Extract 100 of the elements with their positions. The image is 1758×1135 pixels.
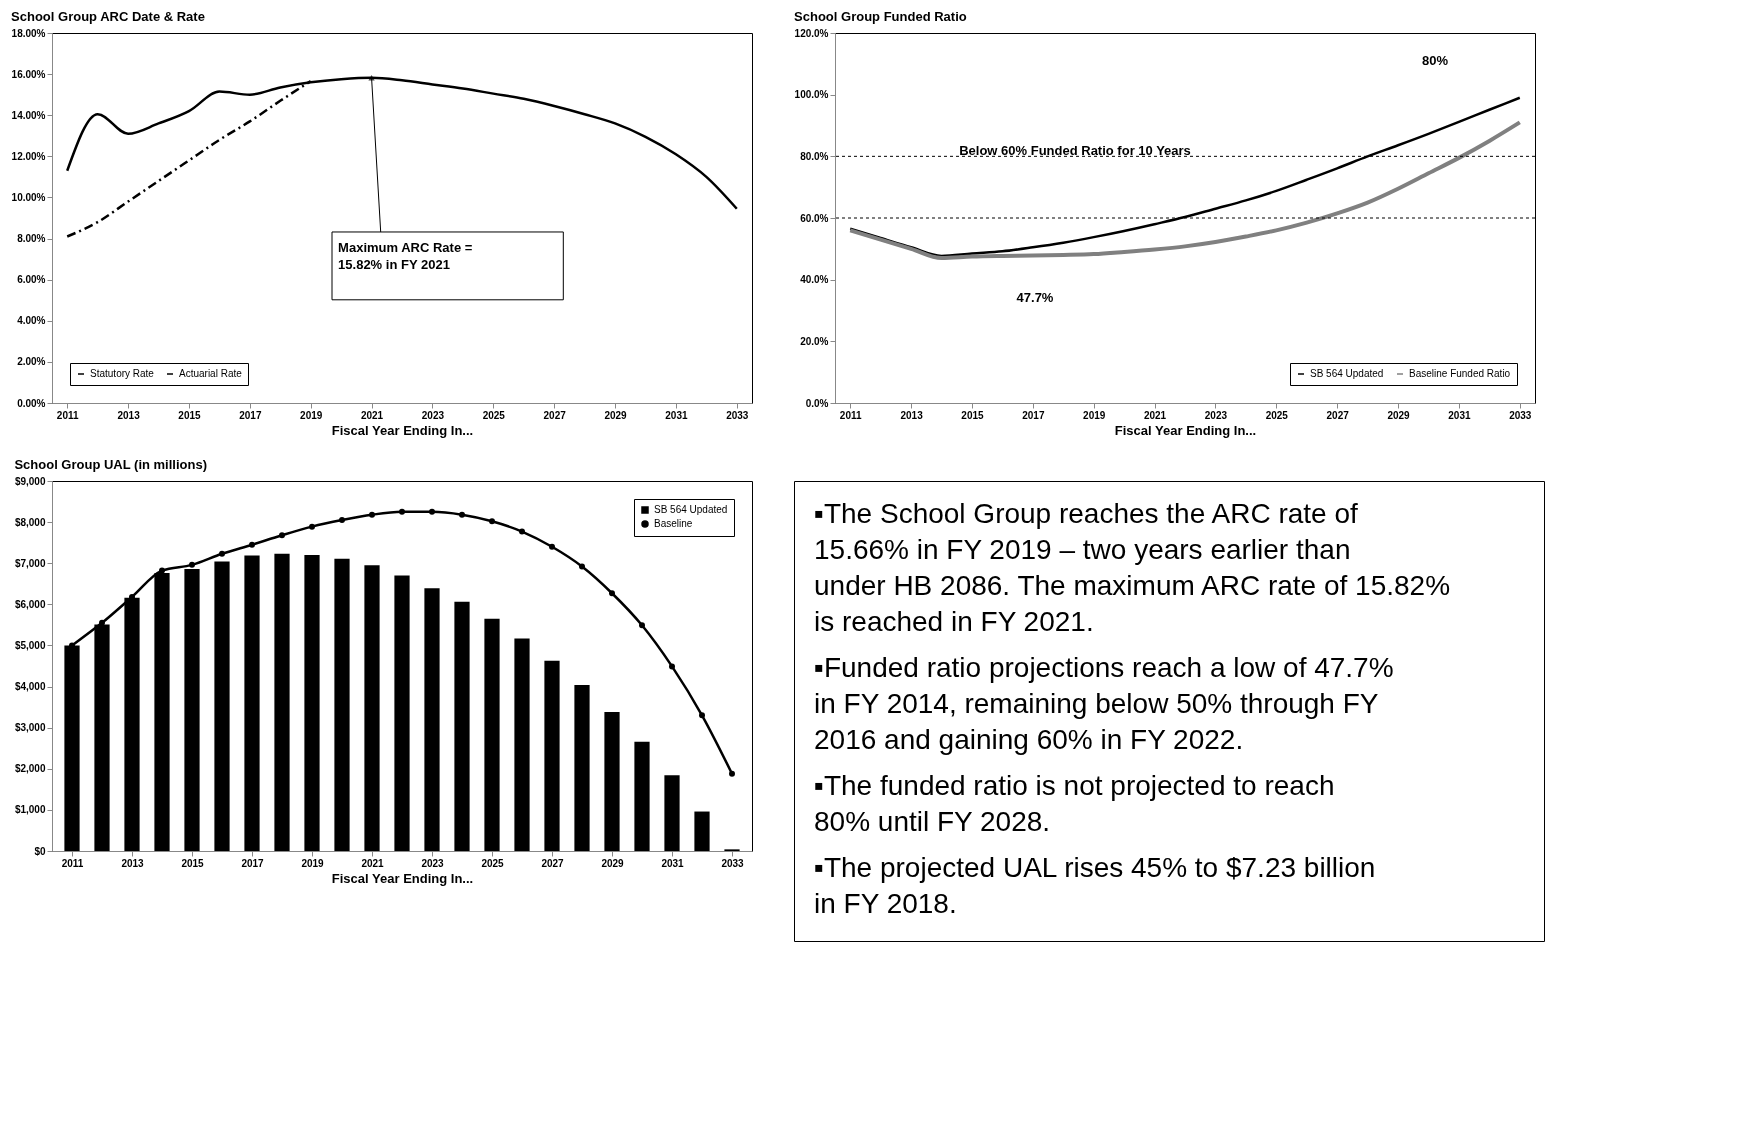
y-tick-label: 0.00% xyxy=(17,397,46,409)
legend-label: SB 564 Updated xyxy=(654,504,728,515)
point xyxy=(339,517,345,524)
bar xyxy=(454,601,470,851)
bar xyxy=(634,741,650,851)
x-tick-label: 2027 xyxy=(1326,409,1350,421)
bar xyxy=(544,660,560,851)
text: ▪The School Group reaches the ARC rate of 15.66% in FY 2019 – two years earlier than under HB 2086. The maximum ARC rate of 15.82% is reached in FY 2021. xyxy=(814,498,1451,637)
y-tick-label: 60.0% xyxy=(800,212,829,224)
legend-label: Baseline Funded Ratio xyxy=(1409,368,1511,379)
x-tick-label: 2011 xyxy=(839,409,862,421)
x-tick-label: 2013 xyxy=(117,409,141,421)
text: ▪Funded ratio projections reach a low of 47.7% in FY 2014, remaining below 50% through FY 2016 and gaining 60% in FY 2022. xyxy=(814,652,1394,755)
y-tick-label: $3,000 xyxy=(14,722,46,734)
chart-title: School Group ARC Date & Rate xyxy=(11,9,205,24)
x-tick-label: 2023 xyxy=(421,857,445,869)
annotation: Below 60% Funded Ratio for 10 Years xyxy=(959,143,1191,158)
bar xyxy=(574,684,590,851)
line-series xyxy=(848,120,1522,261)
chart-title: School Group Funded Ratio xyxy=(794,9,967,24)
x-tick-label: 2023 xyxy=(1204,409,1228,421)
x-tick-label: 2019 xyxy=(300,409,323,421)
y-tick-label: $7,000 xyxy=(14,557,46,569)
bar xyxy=(304,555,320,851)
annotation: 47.7% xyxy=(1016,290,1054,305)
y-tick-label: 0.0% xyxy=(805,397,829,409)
y-tick-label: $8,000 xyxy=(14,516,46,528)
x-tick-label: 2031 xyxy=(665,409,688,421)
y-tick-label: 18.00% xyxy=(11,27,46,39)
x-tick-label: 2029 xyxy=(604,409,628,421)
x-tick-label: 2013 xyxy=(900,409,924,421)
bar xyxy=(664,775,680,851)
bar xyxy=(244,555,260,851)
x-tick-label: 2015 xyxy=(961,409,985,421)
x-tick-label: 2015 xyxy=(181,857,205,869)
point xyxy=(189,561,195,568)
annotation: Maximum ARC Rate = 15.82% in FY 2021 xyxy=(338,240,473,273)
legend-label: SB 564 Updated xyxy=(1310,368,1384,379)
point xyxy=(639,622,645,629)
y-tick-label: 16.00% xyxy=(11,68,46,80)
point xyxy=(369,511,375,518)
point xyxy=(279,532,285,539)
bar xyxy=(334,558,350,851)
x-tick-label: 2027 xyxy=(541,857,565,869)
bar xyxy=(514,638,530,851)
text: ▪The projected UAL rises 45% to $7.23 billion in FY 2018. xyxy=(814,852,1376,919)
y-tick-label: 20.0% xyxy=(800,335,829,347)
y-tick-label: 4.00% xyxy=(17,315,46,327)
y-tick-label: $0 xyxy=(34,845,46,857)
bar xyxy=(274,553,290,851)
x-tick-label: 2025 xyxy=(1265,409,1289,421)
x-tick-label: 2033 xyxy=(721,857,745,869)
x-tick-label: 2025 xyxy=(482,409,506,421)
x-tick-label: 2021 xyxy=(1143,409,1167,421)
y-tick-label: 80.0% xyxy=(800,150,829,162)
x-tick-label: 2029 xyxy=(1387,409,1411,421)
point xyxy=(249,541,255,548)
bar xyxy=(424,588,440,851)
legend-label: Baseline xyxy=(654,518,693,529)
x-tick-label: 2019 xyxy=(301,857,325,869)
x-tick-label: 2011 xyxy=(56,409,79,421)
point xyxy=(309,523,315,530)
x-tick-label: 2011 xyxy=(61,857,84,869)
point xyxy=(399,508,405,515)
y-tick-label: $5,000 xyxy=(14,639,46,651)
y-tick-label: 12.00% xyxy=(11,150,46,162)
y-tick-label: 120.0% xyxy=(794,27,829,39)
bar xyxy=(604,712,620,851)
x-tick-label: 2019 xyxy=(1083,409,1106,421)
bar xyxy=(214,561,230,851)
point xyxy=(669,663,675,670)
y-tick-label: 6.00% xyxy=(17,274,46,286)
y-tick-label: 100.0% xyxy=(794,89,829,101)
x-tick-label: 2029 xyxy=(601,857,625,869)
point xyxy=(579,563,585,570)
x-tick-label: 2023 xyxy=(421,409,445,421)
bar xyxy=(484,618,500,851)
x-tick-label: 2027 xyxy=(543,409,567,421)
x-tick-label: 2033 xyxy=(726,409,749,421)
y-tick-label: 14.00% xyxy=(11,109,46,121)
x-tick-label: 2017 xyxy=(1022,409,1045,421)
point xyxy=(99,619,105,626)
y-tick-label: $6,000 xyxy=(14,598,46,610)
x-tick-label: 2017 xyxy=(241,857,265,869)
x-tick-label: 2015 xyxy=(178,409,202,421)
point xyxy=(459,511,465,518)
y-tick-label: 8.00% xyxy=(17,233,46,245)
bar xyxy=(364,565,380,851)
y-tick-label: 40.0% xyxy=(800,274,829,286)
point xyxy=(699,712,705,719)
annotation: 80% xyxy=(1421,53,1449,68)
point xyxy=(609,590,615,597)
point xyxy=(549,543,555,550)
point xyxy=(159,567,165,574)
x-axis-title: Fiscal Year Ending In... xyxy=(331,422,474,438)
x-tick-label: 2021 xyxy=(360,409,384,421)
point xyxy=(219,550,225,557)
x-tick-label: 2017 xyxy=(239,409,262,421)
bar xyxy=(394,575,410,851)
chart-title: School Group UAL (in millions) xyxy=(14,457,208,472)
